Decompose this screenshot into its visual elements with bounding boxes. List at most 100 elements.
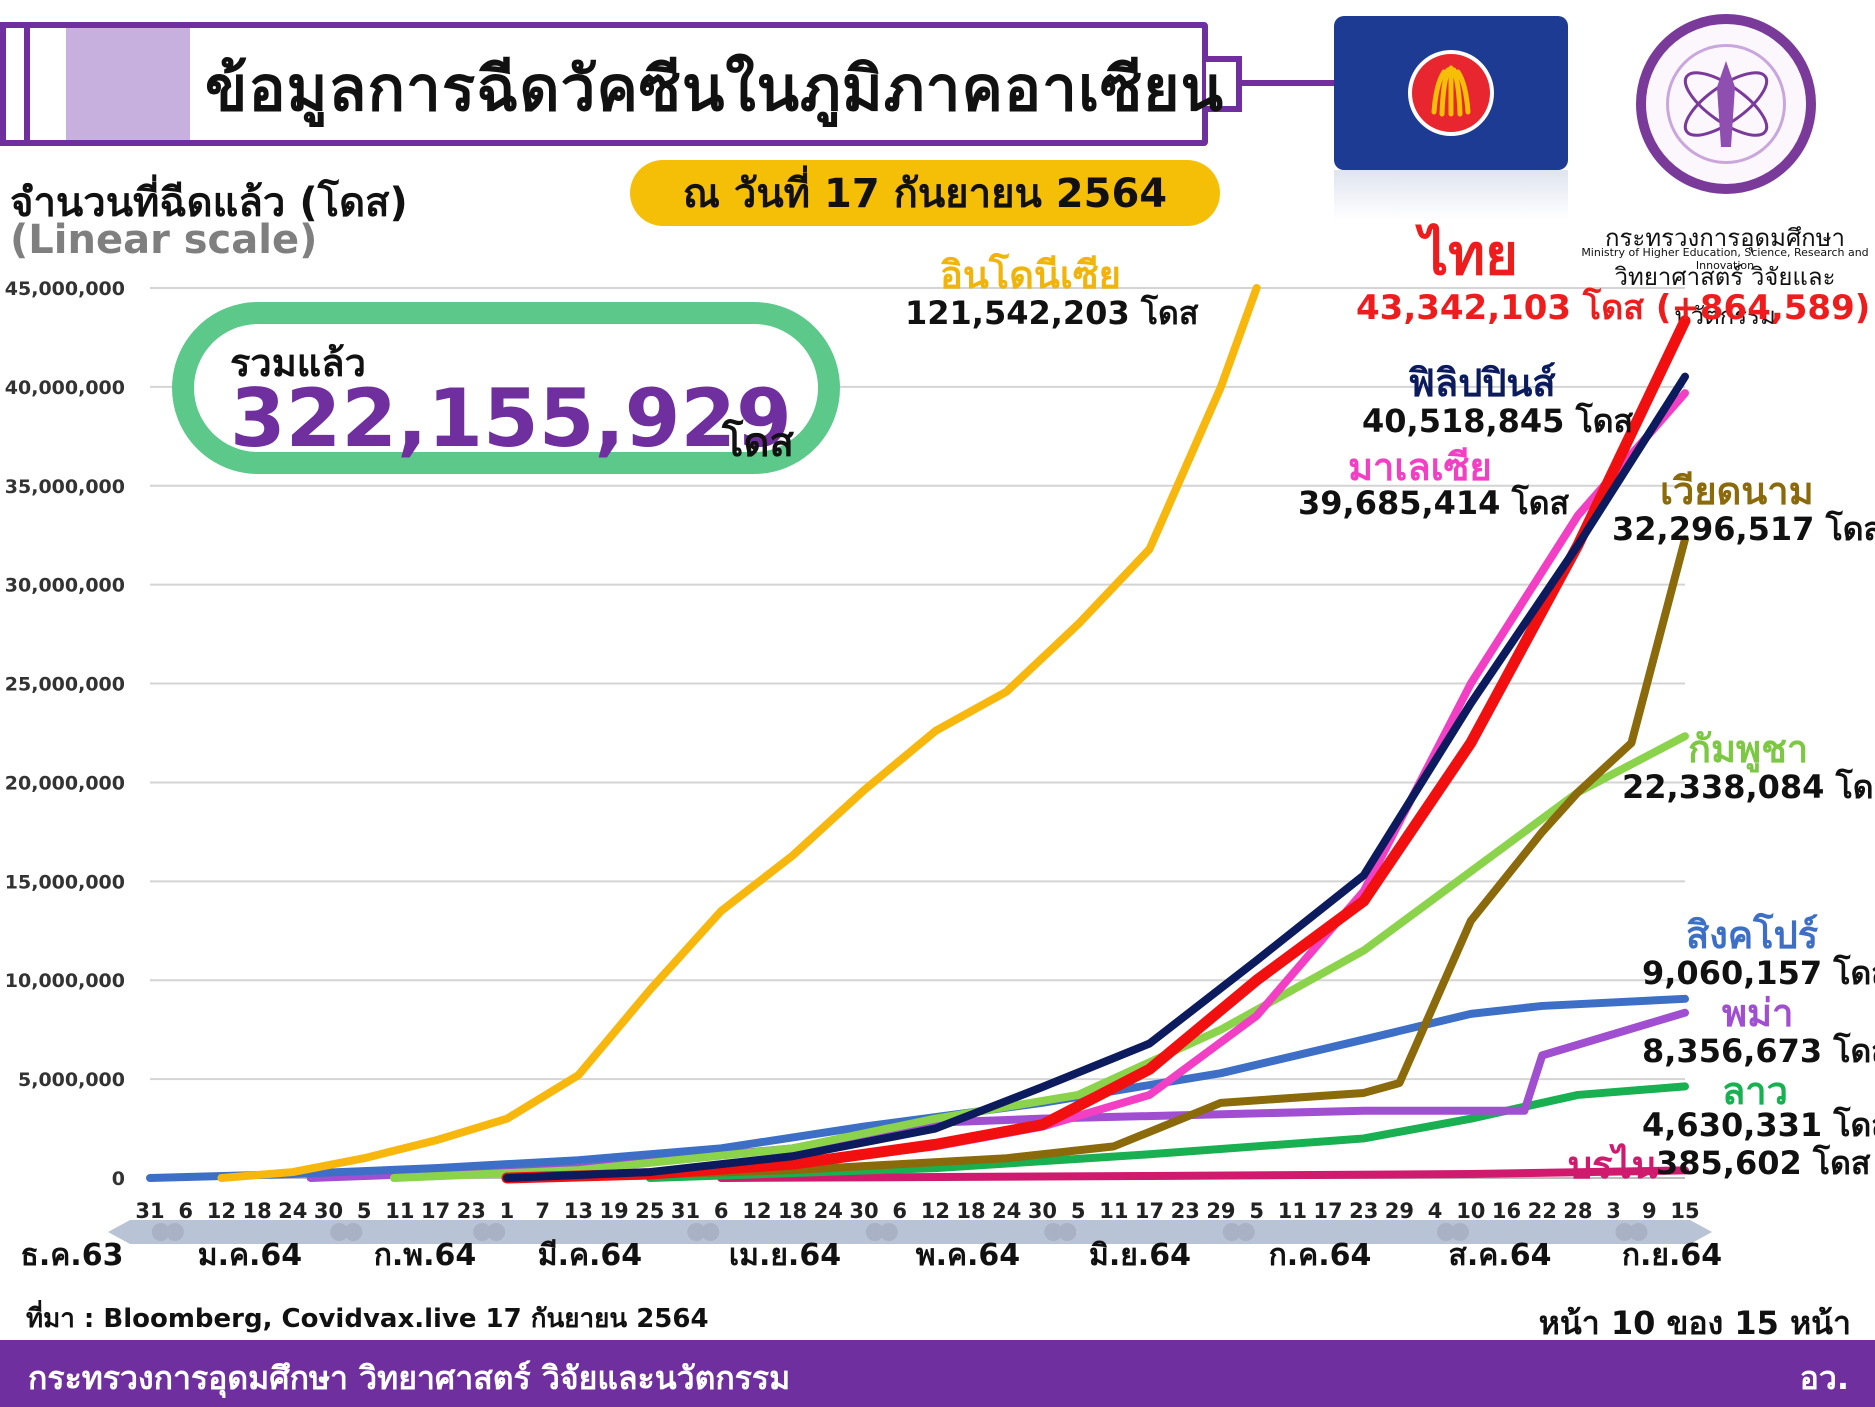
label-brunei-value: 385,602 โดส xyxy=(1656,1144,1871,1182)
syringe-needle xyxy=(1242,80,1342,86)
month-label: เม.ย.64 xyxy=(729,1238,841,1273)
date-badge: ณ วันที่ 17 กันยายน 2564 xyxy=(630,160,1220,226)
x-tick-label: 5 xyxy=(357,1199,372,1223)
month-separator xyxy=(1629,1223,1648,1241)
x-tick-label: 24 xyxy=(814,1199,843,1223)
x-tick-label: 1 xyxy=(500,1199,515,1223)
x-tick-label: 11 xyxy=(1278,1199,1307,1223)
y-tick-label: 40,000,000 xyxy=(5,377,125,399)
x-tick-label: 11 xyxy=(385,1199,414,1223)
month-separator xyxy=(1450,1223,1469,1241)
label-philippines-value: 40,518,845 โดส xyxy=(1362,402,1634,440)
x-tick-label: 15 xyxy=(1670,1199,1699,1223)
x-tick-label: 31 xyxy=(671,1199,700,1223)
x-tick-label: 31 xyxy=(135,1199,164,1223)
x-tick-label: 17 xyxy=(1313,1199,1342,1223)
syringe-tip xyxy=(1206,56,1242,112)
label-vietnam-name: เวียดนาม xyxy=(1660,469,1814,513)
x-tick-label: 16 xyxy=(1492,1199,1521,1223)
y-axis-scale-note: (Linear scale) xyxy=(10,217,318,263)
x-tick-label: 12 xyxy=(742,1199,771,1223)
y-tick-label: 0 xyxy=(112,1168,125,1190)
y-tick-label: 20,000,000 xyxy=(5,772,125,794)
label-malaysia-name: มาเลเซีย xyxy=(1348,445,1492,489)
label-indonesia-value: 121,542,203 โดส xyxy=(905,294,1199,332)
x-tick-label: 7 xyxy=(535,1199,550,1223)
month-separator xyxy=(879,1223,898,1241)
x-tick-label: 10 xyxy=(1456,1199,1485,1223)
x-tick-label: 23 xyxy=(457,1199,486,1223)
month-label: มี.ค.64 xyxy=(538,1238,642,1273)
asean-emblem-icon xyxy=(1408,50,1494,136)
y-tick-label: 25,000,000 xyxy=(5,674,125,696)
month-separator xyxy=(487,1223,506,1241)
month-separator xyxy=(165,1223,184,1241)
y-tick-label: 45,000,000 xyxy=(5,278,125,300)
label-cambodia-value: 22,338,084 โดส xyxy=(1622,768,1875,806)
x-tick-label: 28 xyxy=(1563,1199,1592,1223)
x-tick-label: 23 xyxy=(1171,1199,1200,1223)
month-label: พ.ค.64 xyxy=(916,1238,1020,1273)
month-label: ธ.ค.63 xyxy=(21,1238,124,1273)
month-separator xyxy=(687,1223,706,1241)
total-label: รวมแล้ว xyxy=(230,341,366,385)
syringe-fill xyxy=(66,28,190,140)
x-tick-label: 12 xyxy=(921,1199,950,1223)
x-tick-label: 23 xyxy=(1349,1199,1378,1223)
month-label: ก.พ.64 xyxy=(374,1238,476,1273)
x-tick-label: 24 xyxy=(278,1199,307,1223)
footer-org: กระทรวงการอุดมศึกษา วิทยาศาสตร์ วิจัยและ… xyxy=(28,1359,791,1397)
series-line-4 xyxy=(544,535,1689,1182)
x-tick-label: 30 xyxy=(1028,1199,1057,1223)
flag-reflection xyxy=(1334,170,1568,220)
x-tick-label: 30 xyxy=(314,1199,343,1223)
label-thailand-value: 43,342,103 โดส (+864,589) xyxy=(1356,288,1871,328)
y-tick-labels: 0 5,000,000 10,000,000 15,000,000 20,000,000… xyxy=(5,278,125,1190)
series-line-8 xyxy=(645,1082,1689,1182)
month-separator xyxy=(701,1223,720,1241)
x-tick-label: 19 xyxy=(599,1199,628,1223)
syringe-icon xyxy=(8,22,1208,146)
x-tick-label: 18 xyxy=(956,1199,985,1223)
month-separator xyxy=(473,1223,492,1241)
y-tick-label: 10,000,000 xyxy=(5,970,125,992)
x-tick-label: 22 xyxy=(1528,1199,1557,1223)
label-philippines-name: ฟิลิปปินส์ xyxy=(1408,361,1556,405)
x-axis-arrow xyxy=(108,1220,1712,1244)
y-tick-label: 15,000,000 xyxy=(5,871,125,893)
label-malaysia-value: 39,685,414 โดส xyxy=(1298,484,1570,522)
x-tick-label: 5 xyxy=(1249,1199,1264,1223)
total-doses-panel xyxy=(172,302,840,474)
series-line-7 xyxy=(306,1008,1689,1182)
series-lines xyxy=(146,284,1691,1184)
footer-short: อว. xyxy=(1799,1359,1849,1397)
x-axis: 31 6 12 18 24 30 5 11 17 23 1 7 13 19 25 31 6 12 18 24 30 6 12… xyxy=(21,1199,1723,1273)
label-myanmar-value: 8,356,673 โดส xyxy=(1642,1032,1875,1070)
series-line-0 xyxy=(217,284,1261,1182)
y-axis-title: จำนวนที่ฉีดแล้ว (โดส) xyxy=(10,180,408,226)
page-title: ข้อมูลการฉีดวัคซีนในภูมิภาคอาเซียน xyxy=(205,52,1224,125)
x-tick-label: 18 xyxy=(778,1199,807,1223)
month-separator xyxy=(330,1223,349,1241)
month-label: ก.ค.64 xyxy=(1269,1238,1372,1273)
label-thailand-name: ไทย xyxy=(1420,223,1518,288)
x-tick-label: 9 xyxy=(1642,1199,1657,1223)
source-note: ที่มา : Bloomberg, Covidvax.live 17 กันย… xyxy=(26,1304,709,1334)
page-number: หน้า 10 ของ 15 หน้า xyxy=(1538,1304,1851,1342)
y-tick-label: 30,000,000 xyxy=(5,575,125,597)
y-tick-label: 35,000,000 xyxy=(5,476,125,498)
label-myanmar-name: พม่า xyxy=(1722,991,1794,1035)
x-tick-label: 3 xyxy=(1606,1199,1621,1223)
label-brunei-name: บรไน xyxy=(1568,1143,1658,1187)
month-separator xyxy=(344,1223,363,1241)
series-line-2 xyxy=(502,372,1689,1182)
month-label: ก.ย.64 xyxy=(1622,1238,1722,1273)
x-tick-label: 6 xyxy=(714,1199,729,1223)
y-tick-label: 5,000,000 xyxy=(18,1069,125,1091)
month-separator xyxy=(151,1223,170,1241)
month-label: ม.ค.64 xyxy=(198,1238,302,1273)
month-separator xyxy=(865,1223,884,1241)
month-separator xyxy=(1058,1223,1077,1241)
month-separator xyxy=(1436,1223,1455,1241)
label-indonesia-name: อินโดนีเซีย xyxy=(940,253,1121,297)
